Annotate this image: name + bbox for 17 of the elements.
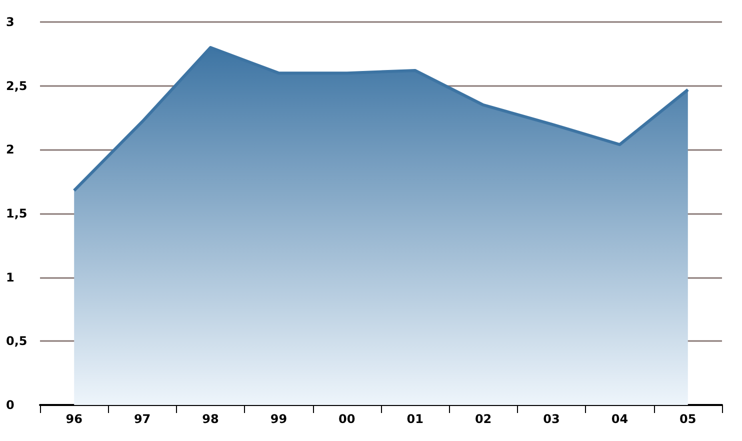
x-tick-label: 98 [202, 412, 219, 426]
y-tick-label: 0 [6, 398, 14, 412]
x-tick-label: 97 [134, 412, 151, 426]
x-tick-label: 04 [611, 412, 628, 426]
x-tick-label: 03 [543, 412, 560, 426]
y-tick-label: 2,5 [6, 78, 28, 93]
y-tick-label: 1,5 [6, 206, 28, 220]
y-tick-label: 2 [6, 142, 14, 157]
x-tick-label: 01 [406, 412, 424, 426]
y-tick-label: 0,5 [6, 334, 28, 348]
x-tick-label: 02 [474, 412, 492, 426]
x-tick-label: 05 [680, 412, 696, 426]
y-tick-label: 3 [6, 15, 14, 29]
x-tick-label: 99 [270, 412, 288, 426]
x-tick-label: 00 [338, 412, 356, 426]
y-tick-label: 1 [6, 270, 14, 284]
x-tick-label: 96 [66, 412, 82, 426]
